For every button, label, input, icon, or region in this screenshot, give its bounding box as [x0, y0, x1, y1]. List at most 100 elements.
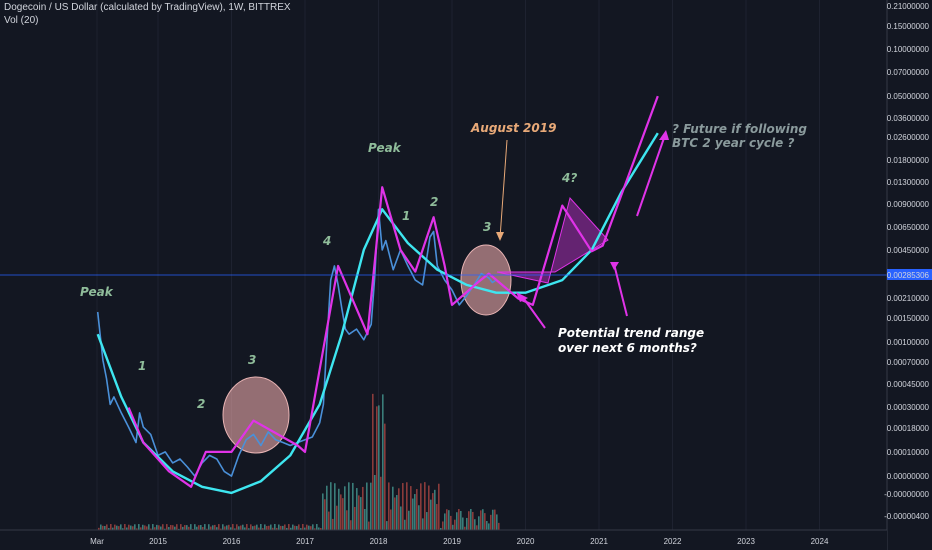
volume-bar [322, 493, 324, 530]
volume-bar [106, 524, 108, 530]
volume-bar [130, 525, 132, 530]
volume-bar [288, 524, 290, 530]
volume-bar [150, 528, 152, 530]
y-tick-label: 0.00450000 [887, 246, 930, 255]
volume-bar [146, 526, 148, 530]
y-tick-label: 0.00045000 [887, 380, 930, 389]
volume-bar [298, 524, 300, 530]
volume-bar [200, 524, 202, 530]
volume-bar [440, 528, 442, 530]
volume-bar [112, 527, 114, 530]
volume-bar [212, 525, 214, 530]
x-tick-label: 2022 [664, 537, 682, 546]
current-price-tag [887, 269, 932, 280]
volume-bar [206, 528, 208, 530]
volume-bar [354, 506, 356, 530]
volume-bar [340, 494, 342, 530]
volume-bar [486, 520, 488, 530]
volume-bar [468, 511, 470, 530]
volume-bar [98, 527, 100, 530]
volume-bar [410, 486, 412, 530]
trend-label-line2: over next 6 months? [558, 341, 697, 355]
volume-bar [164, 528, 166, 530]
volume-bar [460, 510, 462, 530]
volume-bar [376, 406, 378, 530]
y-tick-label: 0.21000000 [887, 2, 930, 11]
volume-bar [170, 524, 172, 530]
peak-left-label: Peak [80, 285, 114, 299]
volume-bar [216, 527, 218, 530]
y-tick-label: 0.01300000 [887, 178, 930, 187]
volume-bar [384, 423, 386, 530]
volume-bar [284, 524, 286, 530]
volume-bar [218, 524, 220, 530]
wave-4-future-label: 4? [561, 171, 577, 185]
volume-bar [324, 499, 326, 530]
volume-bar [302, 524, 304, 530]
y-tick-label: 0.00210000 [887, 294, 930, 303]
volume-bar [100, 524, 102, 530]
wave-1-left-label: 1 [138, 359, 146, 373]
volume-bar [158, 525, 160, 530]
volume-bar [480, 510, 482, 530]
volume-bar [368, 521, 370, 530]
volume-bar [330, 482, 332, 530]
volume-bar [404, 519, 406, 530]
volume-bar [118, 526, 120, 530]
volume-bar [152, 524, 154, 530]
magenta-wave-line [127, 95, 659, 488]
volume-bar [104, 525, 106, 530]
volume-bar [386, 521, 388, 530]
volume-bar [114, 524, 116, 530]
volume-bar [240, 525, 242, 530]
volume-bar [188, 526, 190, 530]
volume-bar [132, 526, 134, 530]
volume-bar [166, 524, 168, 530]
volume-bar [232, 524, 234, 530]
volume-bar [424, 482, 426, 530]
volume-bar [320, 528, 322, 530]
volume-bar [266, 526, 268, 530]
volume-bar [294, 525, 296, 530]
volume-bar [182, 526, 184, 530]
x-axis[interactable]: Mar 2015 2016 2017 2018 2019 2020 2021 2022 2023 2… [0, 529, 887, 550]
volume-bar [254, 525, 256, 530]
volume-bar [346, 510, 348, 530]
y-axis[interactable]: 0.21000000 0.15000000 0.10000000 0.07000000… [884, 0, 932, 550]
x-tick-label: 2021 [590, 537, 608, 546]
volume-bar [400, 506, 402, 530]
volume-bar [248, 528, 250, 530]
volume-bar [306, 524, 308, 530]
volume-bar [238, 526, 240, 530]
wave-4-mid-label: 4 [322, 234, 331, 248]
volume-bar [116, 525, 118, 530]
volume-bar [414, 494, 416, 530]
volume-bar [176, 524, 178, 530]
wave-2-left-label: 2 [197, 397, 205, 411]
volume-bar [334, 483, 336, 530]
volume-bar [328, 511, 330, 530]
trend-arrow-1 [521, 295, 546, 329]
volume-bar [122, 528, 124, 530]
y-tick-label: 0.00650000 [887, 223, 930, 232]
volume-bar [416, 489, 418, 530]
volume-bar [342, 498, 344, 530]
volume-bar [402, 483, 404, 530]
volume-bar [198, 525, 200, 530]
y-tick-label: 0.07000000 [887, 68, 930, 77]
volume-bar [380, 476, 382, 530]
volume-bar [338, 488, 340, 530]
y-tick-label: 0.00030000 [887, 403, 930, 412]
price-series-line [96, 208, 497, 477]
volume-bar [296, 526, 298, 530]
highlight-circles [222, 244, 512, 454]
volume-bar [382, 394, 384, 530]
wave-1-right-label: 1 [402, 209, 410, 223]
volume-bar [134, 524, 136, 530]
volume-bar [470, 509, 472, 530]
y-tick-label: 0.00100000 [887, 338, 930, 347]
volume-bar [156, 524, 158, 530]
volume-bar [194, 524, 196, 530]
x-tick-label: 2020 [517, 537, 535, 546]
